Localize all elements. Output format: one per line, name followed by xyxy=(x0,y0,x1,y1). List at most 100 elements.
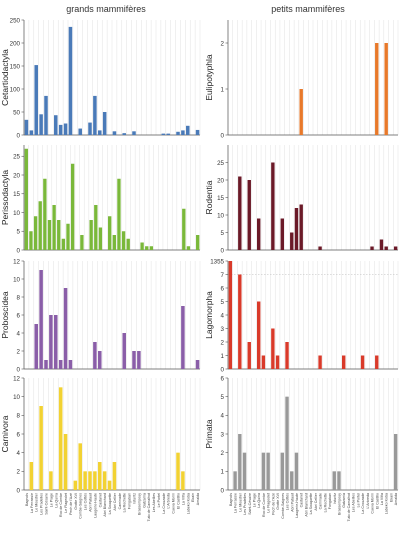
bar-right-2-4 xyxy=(247,180,251,250)
x-tick-label: Grotte XVI xyxy=(74,493,78,510)
x-tick-label: Abri Blanchard xyxy=(103,493,107,517)
y-tick-label: 0 xyxy=(221,132,225,139)
y-axis-label: Carnivora xyxy=(0,415,10,452)
y-tick-label: 0 xyxy=(17,487,21,494)
bar-left-2-6 xyxy=(52,205,56,250)
y-tick-label: 100 xyxy=(10,86,21,93)
bar-left-4-5 xyxy=(49,471,53,490)
bar-left-4-14 xyxy=(93,471,97,490)
x-tick-label: Pech de l'Azé xyxy=(69,493,73,515)
x-tick-label: Amalda xyxy=(394,493,398,505)
bar-right-4-1 xyxy=(233,471,237,490)
bar-left-2-12 xyxy=(80,235,84,250)
bar-left-2-10 xyxy=(70,163,75,250)
bar-left-3-14 xyxy=(93,342,97,369)
bar-left-2-20 xyxy=(117,178,121,250)
bar-left-3-35 xyxy=(195,360,200,369)
bar-left-2-37 xyxy=(196,235,200,250)
bar-right-2-6 xyxy=(256,218,261,250)
bar-left-3-15 xyxy=(98,351,102,369)
x-tick-label: Les Abeilles xyxy=(152,493,156,512)
bar-right-3-24 xyxy=(341,355,346,369)
y-tick-label: 8 xyxy=(17,294,21,301)
x-tick-label: Grotte XVI xyxy=(276,493,280,510)
bar-left-3-9 xyxy=(68,360,73,369)
y-tick-label: 6 xyxy=(221,285,225,292)
x-tick-label: La Rochette xyxy=(123,493,127,512)
bar-right-2-19 xyxy=(318,246,322,250)
y-tick-label: 10 xyxy=(217,212,224,219)
bar-left-4-10 xyxy=(73,480,78,490)
bar-right-4-2 xyxy=(238,434,242,490)
bar-left-4-12 xyxy=(83,471,87,490)
x-tick-label: Cueva Morín xyxy=(371,493,375,514)
x-tick-label: La Ferrassie xyxy=(234,493,238,513)
bar-left-3-23 xyxy=(137,351,141,369)
bar-right-3-6 xyxy=(256,301,261,369)
bar-left-4-31 xyxy=(176,452,180,490)
bar-left-1-35 xyxy=(195,129,200,135)
bar-left-4-11 xyxy=(78,443,82,490)
y-tick-label: 0 xyxy=(221,247,225,254)
y-tick-label: 4 xyxy=(17,450,21,457)
y-tick-label: 0 xyxy=(17,247,21,254)
x-tick-label: Caminade xyxy=(118,493,122,509)
bar-left-4-8 xyxy=(63,434,68,490)
bar-left-1-13 xyxy=(88,122,92,135)
x-tick-label: Isturitz xyxy=(133,493,137,504)
y-tick-label: 10 xyxy=(13,276,20,283)
bar-left-4-13 xyxy=(88,471,92,490)
bar-left-1-15 xyxy=(98,130,102,135)
y-tick-label: 200 xyxy=(10,40,21,47)
bar-left-3-5 xyxy=(49,315,53,369)
bar-left-1-3 xyxy=(39,114,43,135)
bar-left-2-7 xyxy=(57,220,61,250)
y-tick-label: 2 xyxy=(17,348,21,355)
bar-left-1-8 xyxy=(63,123,68,135)
bar-left-4-18 xyxy=(112,462,117,490)
bar-left-4-3 xyxy=(39,406,43,490)
y-tick-label: 5 xyxy=(221,299,225,306)
y-axis-label: Cetartiodactyla xyxy=(0,49,10,106)
x-tick-label: La Rochette xyxy=(323,493,327,512)
bar-left-4-1 xyxy=(29,462,34,490)
bar-left-1-22 xyxy=(132,131,136,135)
bar-right-4-13 xyxy=(290,471,294,490)
bar-left-2-16 xyxy=(98,227,103,250)
y-tick-label: 4 xyxy=(221,413,225,420)
y-tick-label: 0 xyxy=(17,366,21,373)
chart-panel-right-3: 0 1 2 3 4 5 6 7 1355 Lagomorpha xyxy=(204,258,399,373)
x-tick-label: Les Abeilles xyxy=(352,493,356,512)
bar-left-2-22 xyxy=(126,238,130,250)
bar-right-4-35 xyxy=(393,434,398,490)
x-tick-label: La Viña xyxy=(181,493,185,505)
x-tick-label: Labeko Koba xyxy=(385,493,389,514)
y-tick-label: 12 xyxy=(13,375,20,382)
x-tick-label: La Souquette xyxy=(309,493,313,514)
y-tick-label: 15 xyxy=(217,195,224,202)
x-tick-label: La Viña xyxy=(380,493,384,505)
bar-right-1-33 xyxy=(384,43,388,135)
x-tick-label: Isturitz xyxy=(333,493,337,504)
bar-left-1-28 xyxy=(161,133,166,135)
y-tick-label: 2 xyxy=(221,40,225,47)
bar-left-1-14 xyxy=(93,95,97,135)
header-right: petits mammifères xyxy=(271,4,345,14)
x-tick-label: Le Moustier xyxy=(35,492,39,512)
y-tick-label: 2 xyxy=(17,469,21,476)
bar-left-2-5 xyxy=(47,220,52,250)
bar-right-3-31 xyxy=(375,355,379,369)
x-tick-label: Abri Cellier xyxy=(314,492,318,510)
y-tick-label: 4 xyxy=(221,312,225,319)
bar-left-1-33 xyxy=(186,125,190,135)
chart-panel-right-1: 0 1 2 Eulipotyphla xyxy=(204,20,399,139)
x-tick-label: Tuto de Camalhot xyxy=(147,493,151,521)
x-tick-label: Combe-Saignes xyxy=(79,493,83,519)
x-tick-label: Brassempouy xyxy=(137,493,141,515)
x-tick-label: Fongaban xyxy=(128,493,132,509)
x-tick-label: El Castillo xyxy=(177,493,181,509)
y-tick-label: 1 xyxy=(221,86,225,93)
x-tick-label: Le Portel xyxy=(356,493,360,508)
bar-left-4-17 xyxy=(107,480,112,490)
x-tick-label: Le Flageolet xyxy=(267,493,271,513)
